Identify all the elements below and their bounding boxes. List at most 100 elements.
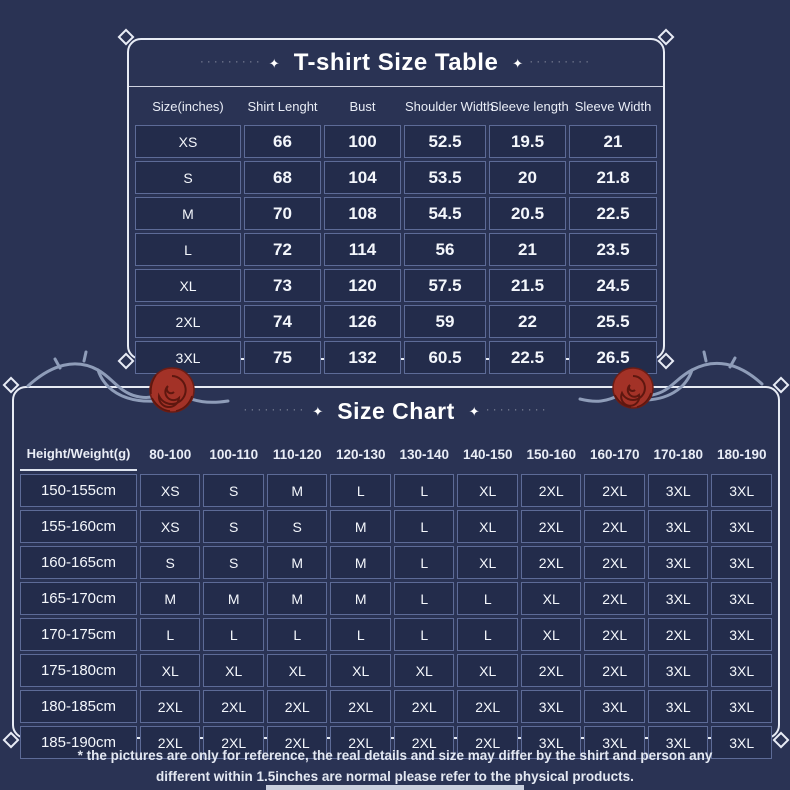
measurement-cell: 52.5 [404, 125, 486, 158]
measurement-cell: 21.8 [569, 161, 657, 194]
recommended-size-cell: XL [330, 654, 391, 687]
size-table-column-header: Sleeve Width [574, 98, 652, 114]
recommended-size-cell: M [330, 510, 391, 543]
measurement-cell: 21 [569, 125, 657, 158]
sparkle-icon: ✦ [512, 55, 524, 71]
disclaimer-line-1: * the pictures are only for reference, t… [77, 748, 713, 763]
measurement-cell: 56 [404, 233, 486, 266]
recommended-size-cell: S [266, 510, 328, 543]
recommended-size-cell: 2XL [266, 726, 328, 759]
height-label-cell: 170-175cm [20, 618, 137, 651]
recommended-size-cell: 3XL [647, 690, 709, 723]
height-label-cell: 180-185cm [20, 690, 137, 723]
weight-column-header: 170-180 [653, 446, 703, 462]
size-chart-title-row: ········· ✦ Size Chart ✦ ········· [14, 388, 778, 434]
recommended-size-cell: L [203, 618, 264, 651]
size-table-header: Size(inches) Shirt Lenght Bust Shoulder Wid… [135, 90, 657, 122]
size-table-row: XS 66 100 52.5 19.5 21 [135, 125, 657, 158]
recommended-size-cell: XL [266, 654, 328, 687]
measurement-cell: 114 [324, 233, 401, 266]
size-label-cell: 2XL [135, 305, 241, 338]
size-table-row: M 70 108 54.5 20.5 22.5 [135, 197, 657, 230]
measurement-cell: 104 [324, 161, 401, 194]
recommended-size-cell: L [393, 510, 455, 543]
measurement-cell: 53.5 [404, 161, 486, 194]
recommended-size-cell: 2XL [330, 726, 391, 759]
measurement-cell: 24.5 [569, 269, 657, 302]
dotted-leader: ········· [485, 402, 549, 416]
size-chart-row: 170-175cm L L L L L L XL 2XL 2XL 3XL [20, 618, 772, 651]
recommended-size-cell: M [330, 582, 391, 615]
recommended-size-cell: 3XL [711, 726, 772, 759]
measurement-cell: 57.5 [404, 269, 486, 302]
size-chart-panel: ········· ✦ Size Chart ✦ ········· Heigh… [2, 376, 790, 759]
recommended-size-cell: S [139, 546, 201, 579]
measurement-cell: 74 [244, 305, 321, 338]
size-table-row: XL 73 120 57.5 21.5 24.5 [135, 269, 657, 302]
recommended-size-cell: 2XL [584, 618, 645, 651]
height-weight-size-table: Height/Weight(g) 80-100 100-110 110-120 120-… [17, 434, 775, 762]
recommended-size-cell: 3XL [711, 618, 772, 651]
recommended-size-cell: 2XL [457, 726, 518, 759]
sparkle-icon: ✦ [468, 403, 480, 419]
size-label-cell: XS [135, 125, 241, 158]
recommended-size-cell: 3XL [711, 474, 772, 507]
disclaimer: * the pictures are only for reference, t… [0, 746, 790, 788]
size-chart-row: 155-160cm XS S S M L XL 2XL 2XL 3XL 3XL [20, 510, 772, 543]
measurement-cell: 73 [244, 269, 321, 302]
recommended-size-cell: 2XL [520, 654, 582, 687]
recommended-size-cell: 3XL [647, 726, 709, 759]
size-table-title-row: ········· ✦ T-shirt Size Table ✦ ·······… [129, 40, 663, 86]
recommended-size-cell: S [203, 510, 264, 543]
recommended-size-cell: L [330, 474, 391, 507]
height-label-cell: 165-170cm [20, 582, 137, 615]
recommended-size-cell: 2XL [393, 690, 455, 723]
recommended-size-cell: 2XL [330, 690, 391, 723]
corner-diamond-icon [657, 352, 675, 370]
recommended-size-cell: M [266, 474, 328, 507]
recommended-size-cell: L [330, 618, 391, 651]
weight-column-header: 140-150 [462, 446, 513, 462]
recommended-size-cell: S [203, 546, 264, 579]
recommended-size-cell: 3XL [647, 510, 709, 543]
measurement-cell: 23.5 [569, 233, 657, 266]
recommended-size-cell: 3XL [711, 654, 772, 687]
weight-column-header: 150-160 [526, 446, 576, 462]
size-table-body: XS 66 100 52.5 19.5 21 S 68 104 53.5 20 21.8 M 70 108 5… [135, 125, 657, 374]
size-chart-row: 175-180cm XL XL XL XL XL XL 2XL 2XL 3XL 3XL [20, 654, 772, 687]
recommended-size-cell: XS [139, 474, 201, 507]
size-table-row: 2XL 74 126 59 22 25.5 [135, 305, 657, 338]
recommended-size-cell: 3XL [520, 690, 582, 723]
weight-column-header: 120-130 [335, 446, 386, 462]
measurement-cell: 20.5 [489, 197, 566, 230]
recommended-size-cell: XL [457, 474, 518, 507]
recommended-size-cell: 3XL [711, 510, 772, 543]
recommended-size-cell: 3XL [520, 726, 582, 759]
size-table-title: T-shirt Size Table [293, 49, 499, 76]
size-label-cell: M [135, 197, 241, 230]
size-label-cell: S [135, 161, 241, 194]
recommended-size-cell: L [393, 474, 455, 507]
measurement-cell: 108 [324, 197, 401, 230]
recommended-size-cell: 3XL [647, 582, 709, 615]
bottom-bar [266, 785, 524, 790]
size-label-cell: XL [135, 269, 241, 302]
measurement-cell: 72 [244, 233, 321, 266]
recommended-size-cell: L [457, 582, 518, 615]
size-table-column-header: Shoulder Width [405, 98, 494, 114]
size-table-row: L 72 114 56 21 23.5 [135, 233, 657, 266]
recommended-size-cell: 2XL [584, 582, 645, 615]
recommended-size-cell: 2XL [520, 546, 582, 579]
weight-column-header: 100-110 [209, 446, 259, 462]
size-measurements-table: Size(inches) Shirt Lenght Bust Shoulder Wid… [132, 87, 660, 377]
tshirt-size-table-panel: ········· ✦ T-shirt Size Table ✦ ·······… [117, 28, 675, 374]
height-label-cell: 185-190cm [20, 726, 137, 759]
measurement-cell: 132 [324, 341, 401, 374]
measurement-cell: 22.5 [569, 197, 657, 230]
measurement-cell: 19.5 [489, 125, 566, 158]
dotted-leader: ········· [199, 54, 263, 68]
measurement-cell: 25.5 [569, 305, 657, 338]
height-label-cell: 155-160cm [20, 510, 137, 543]
recommended-size-cell: 3XL [711, 582, 772, 615]
